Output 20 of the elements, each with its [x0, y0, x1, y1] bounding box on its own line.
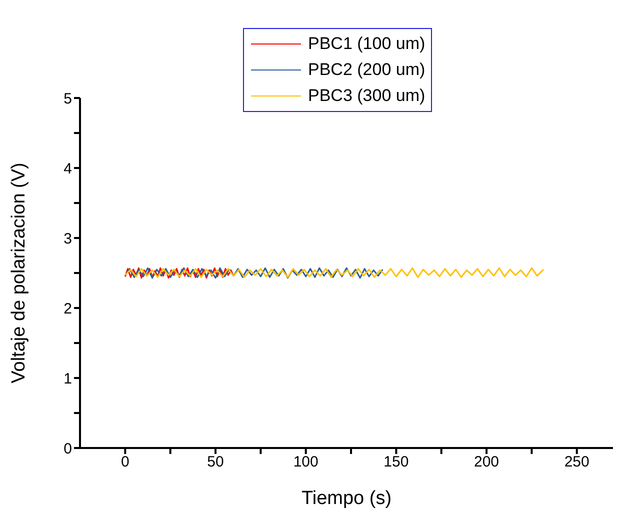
x-axis-title: Tiempo (s): [301, 488, 392, 509]
x-tick-label: 50: [207, 454, 224, 471]
line-series: [124, 267, 234, 279]
y-tick-label: 5: [64, 90, 72, 108]
legend-label: PBC2 (200 um): [308, 59, 426, 81]
x-tick-label: 100: [293, 454, 318, 471]
y-tick-label: 3: [64, 230, 72, 248]
y-tick-label: 0: [64, 440, 72, 458]
line-series: [124, 267, 544, 278]
y-tick-label: 4: [64, 160, 72, 178]
y-tick-label: 2: [64, 300, 72, 318]
legend-label: PBC3 (300 um): [308, 85, 426, 107]
y-tick-label: 1: [64, 370, 72, 388]
x-tick-label: 0: [121, 454, 130, 471]
legend-label: PBC1 (100 um): [308, 33, 426, 55]
x-tick-label: 150: [384, 454, 409, 471]
x-tick-label: 200: [474, 454, 500, 471]
x-tick-label: 250: [564, 454, 590, 471]
line-series: [124, 267, 384, 279]
y-axis-title: Voltaje de polarizacion (V): [8, 162, 30, 384]
